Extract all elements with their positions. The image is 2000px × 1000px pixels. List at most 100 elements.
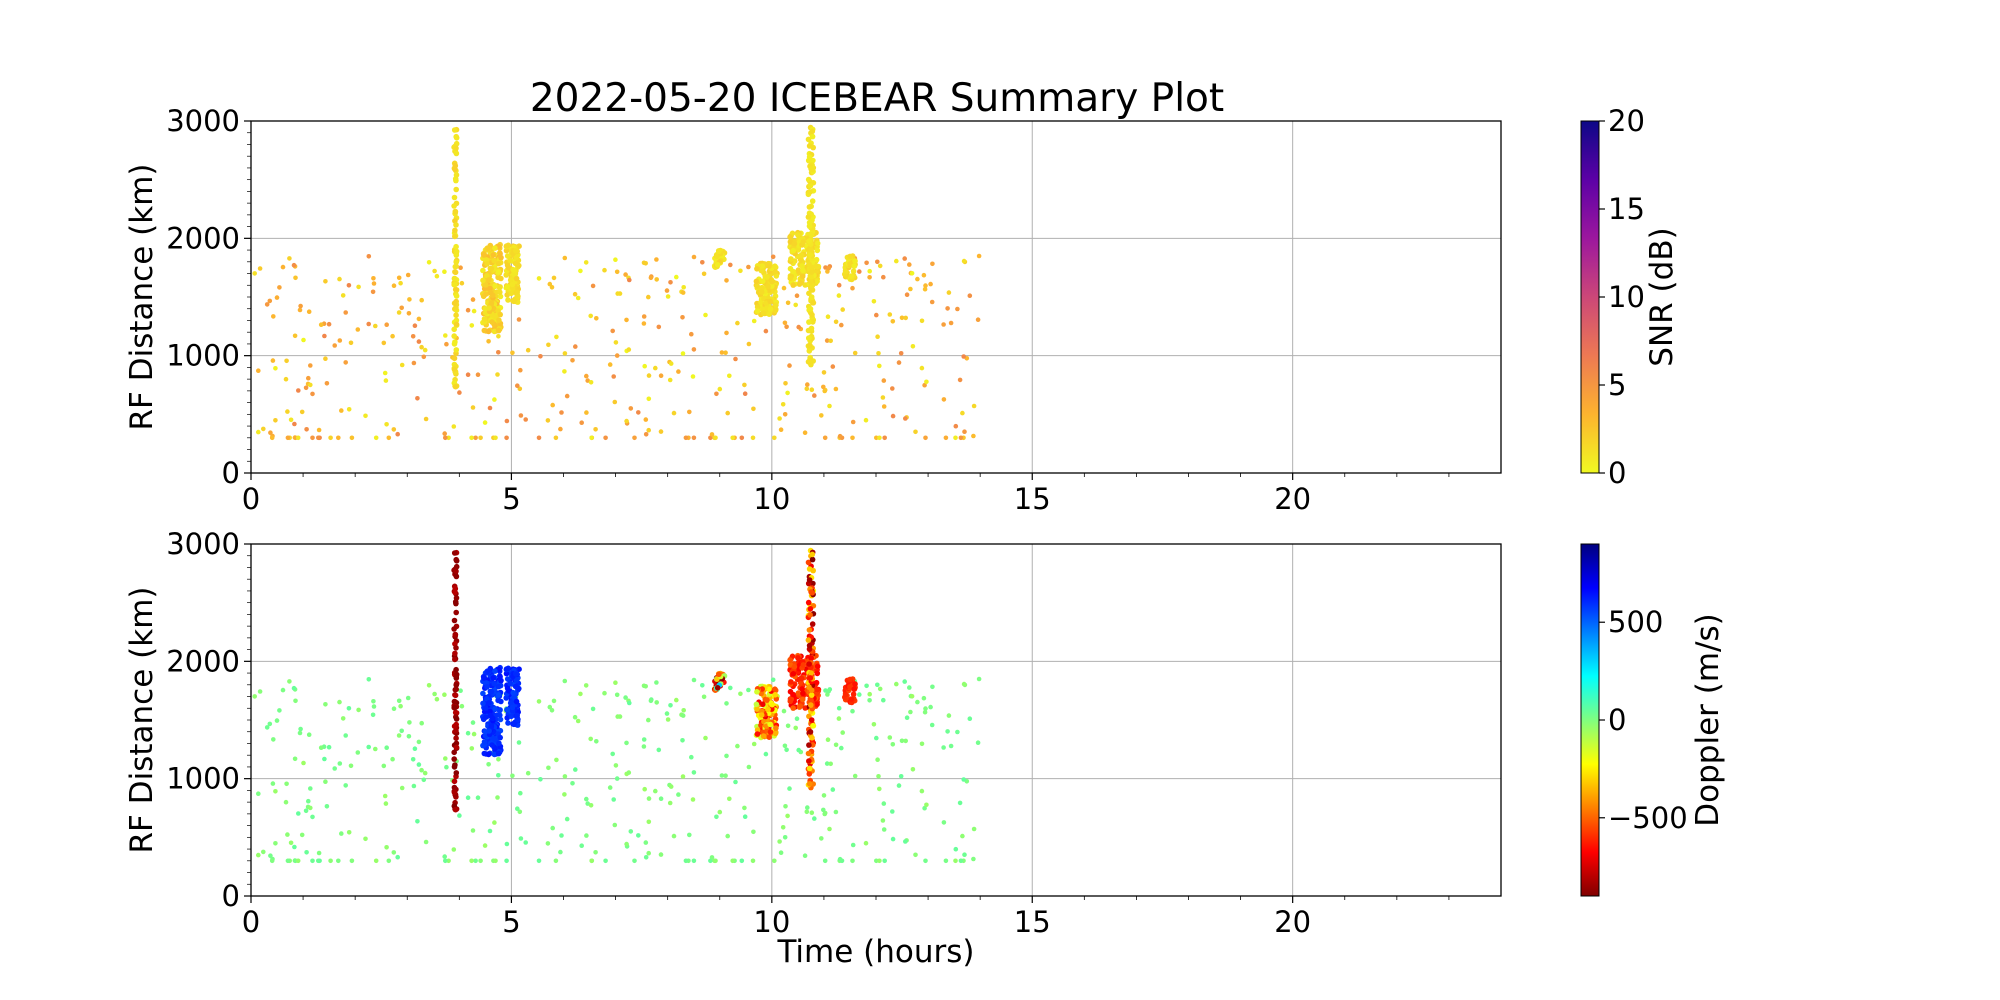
doppler-point — [882, 858, 887, 864]
doppler-point — [799, 696, 806, 703]
snr-point — [507, 277, 514, 283]
doppler-point — [781, 708, 787, 714]
snr-point — [547, 281, 553, 287]
snr-point — [739, 435, 745, 441]
snr-point — [636, 410, 641, 415]
snr-point — [814, 240, 821, 247]
doppler-point — [504, 676, 511, 682]
doppler-point — [268, 853, 273, 858]
doppler-point — [453, 666, 459, 673]
doppler-point — [480, 690, 486, 697]
doppler-point — [271, 737, 276, 742]
doppler-point — [763, 751, 769, 757]
snr-point — [553, 435, 559, 441]
snr-x-tick-label: 0 — [242, 482, 260, 516]
doppler-point — [719, 773, 725, 778]
doppler-point — [709, 855, 715, 860]
snr-point — [495, 327, 502, 334]
snr-point — [680, 315, 685, 320]
snr-point — [809, 387, 815, 393]
snr-point — [473, 435, 478, 441]
snr-point — [643, 432, 649, 437]
snr-point — [943, 435, 949, 441]
snr-point — [754, 304, 761, 310]
doppler-point — [921, 695, 927, 701]
doppler-point — [643, 855, 649, 860]
snr-point — [864, 260, 869, 266]
snr-point — [767, 298, 773, 305]
snr-point — [451, 275, 458, 282]
snr-point — [957, 377, 963, 383]
doppler-point — [690, 797, 696, 802]
doppler-point — [787, 657, 793, 663]
doppler-point — [750, 858, 756, 864]
doppler-point — [626, 770, 632, 775]
snr-point — [955, 306, 960, 312]
doppler-point — [787, 786, 792, 791]
doppler-point — [416, 762, 422, 767]
snr-point — [509, 281, 516, 288]
snr-point — [850, 268, 857, 275]
doppler-point — [252, 694, 257, 699]
snr-point — [426, 260, 432, 265]
doppler-point — [837, 856, 843, 862]
snr-point — [654, 277, 659, 282]
snr-colorbar: 0 5 10 15 20 SNR (dB) — [1580, 104, 1680, 490]
snr-point — [728, 262, 733, 268]
doppler-point — [390, 756, 395, 762]
snr-point — [451, 300, 458, 307]
snr-point — [714, 262, 721, 268]
doppler-point — [953, 858, 958, 864]
doppler-point — [310, 858, 315, 864]
snr-point — [452, 281, 458, 288]
doppler-point — [742, 805, 747, 811]
snr-point — [799, 273, 806, 280]
doppler-point — [641, 744, 647, 749]
snr-point — [422, 347, 428, 353]
snr-point — [971, 403, 977, 409]
doppler-point — [656, 747, 662, 753]
snr-point — [784, 324, 789, 330]
doppler-point — [847, 676, 853, 683]
doppler-point — [613, 680, 618, 685]
snr-point — [261, 426, 266, 432]
snr-point — [764, 274, 770, 280]
snr-point — [941, 322, 946, 327]
doppler-point — [584, 796, 589, 802]
snr-point — [495, 372, 500, 377]
snr-colorbar-tick-label: 0 — [1608, 456, 1626, 490]
snr-point — [492, 245, 498, 251]
doppler-point — [714, 814, 719, 820]
snr-point — [717, 386, 723, 392]
doppler-point — [751, 829, 756, 835]
snr-point — [371, 281, 377, 286]
snr-point — [536, 435, 542, 441]
doppler-point — [806, 577, 813, 583]
snr-point — [751, 406, 756, 412]
snr-point — [723, 350, 728, 356]
doppler-point — [941, 820, 947, 825]
snr-point — [503, 272, 510, 278]
doppler-point — [852, 773, 858, 779]
snr-point — [399, 305, 405, 311]
snr-point — [746, 341, 752, 347]
snr-point — [896, 360, 902, 365]
snr-point — [821, 370, 827, 375]
doppler-point — [746, 687, 751, 693]
doppler-point — [410, 757, 416, 762]
snr-point — [852, 258, 858, 264]
snr-point — [713, 435, 718, 441]
snr-point — [478, 435, 483, 441]
doppler-point — [664, 711, 670, 716]
doppler-point — [929, 722, 935, 728]
snr-point — [383, 378, 389, 383]
snr-point — [416, 339, 422, 344]
doppler-point — [328, 858, 333, 864]
doppler-point — [804, 809, 810, 815]
snr-point — [772, 307, 779, 314]
doppler-point — [836, 716, 842, 721]
doppler-point — [505, 720, 511, 726]
snr-point — [850, 435, 855, 441]
snr-point — [787, 363, 792, 368]
doppler-point — [482, 714, 489, 720]
